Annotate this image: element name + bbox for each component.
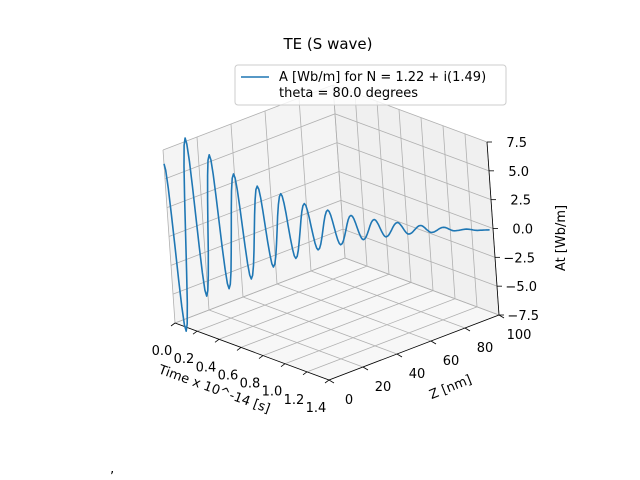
z-gridline [164,113,490,180]
z-tick-label: 7.5 [506,136,527,151]
x-tick [280,363,286,368]
y-tick-label: 20 [375,380,392,395]
y-tick [362,366,369,371]
y-tick [328,379,335,384]
z-tick-label: −7.5 [507,309,539,324]
x-tick-label: 1.2 [284,393,305,408]
series-line [163,137,490,333]
y-tick [498,314,505,319]
legend-entry-line: theta = 80.0 degrees [279,86,418,101]
legend-entry-line: A [Wb/m] for N = 1.22 + i(1.49) [279,70,486,85]
y-tick-label: 80 [477,341,494,356]
x-tick [236,347,242,351]
axes-tick-labels: 0.00.20.40.60.81.01.21.40204060801007.55… [152,136,539,416]
caption-mark: ’ [110,470,114,480]
z-gridline [168,171,494,237]
y-tick-label: 60 [443,354,460,369]
y-tick-label: 0 [345,393,353,408]
z-gridline [172,228,498,295]
floor-pane [175,258,499,380]
x-tick-label: 0.4 [196,360,217,375]
z-tick-label: 0.0 [512,223,533,238]
y-tick [430,340,437,345]
x-tick [192,330,198,335]
axes-panes [163,85,499,380]
y-tick-label: 40 [409,367,426,382]
z-gridline [166,142,492,209]
chart-title: TE (S wave) [283,35,373,53]
legend-frame [234,64,507,106]
x-tick-label: 0.8 [240,377,261,392]
legend: A [Wb/m] for N = 1.22 + i(1.49) theta = 8… [234,64,507,106]
y-axis-label: Z [nm] [427,373,474,403]
z-tick-label: 5.0 [508,165,529,180]
x-tick [214,338,220,343]
z-tick-label: 2.5 [510,194,531,209]
x-tick [170,322,176,327]
z-axis-label: At [Wb/m] [554,205,569,271]
x-tick-label: 1.4 [306,401,327,416]
z-tick-label: −2.5 [503,251,535,266]
y-tick-label: 100 [507,328,532,343]
z-gridline [170,199,496,266]
legend-entry-label: A [Wb/m] for N = 1.22 + i(1.49) theta = 8… [279,70,486,101]
y-tick [464,327,471,332]
x-tick [302,371,308,376]
x-tick-label: 0.0 [152,344,173,359]
x-axis-line [174,322,330,381]
x-tick [258,355,264,359]
plot-series [163,137,490,333]
x-tick [324,379,330,384]
x-tick-label: 1.0 [262,385,283,400]
x-tick-label: 0.2 [174,352,195,367]
z-gridline [174,257,500,324]
y-axis-line [328,314,500,381]
x-tick-label: 0.6 [218,368,239,383]
axes-ticks [170,141,505,384]
y-tick [396,353,403,358]
z-tick-label: −5.0 [505,280,537,295]
